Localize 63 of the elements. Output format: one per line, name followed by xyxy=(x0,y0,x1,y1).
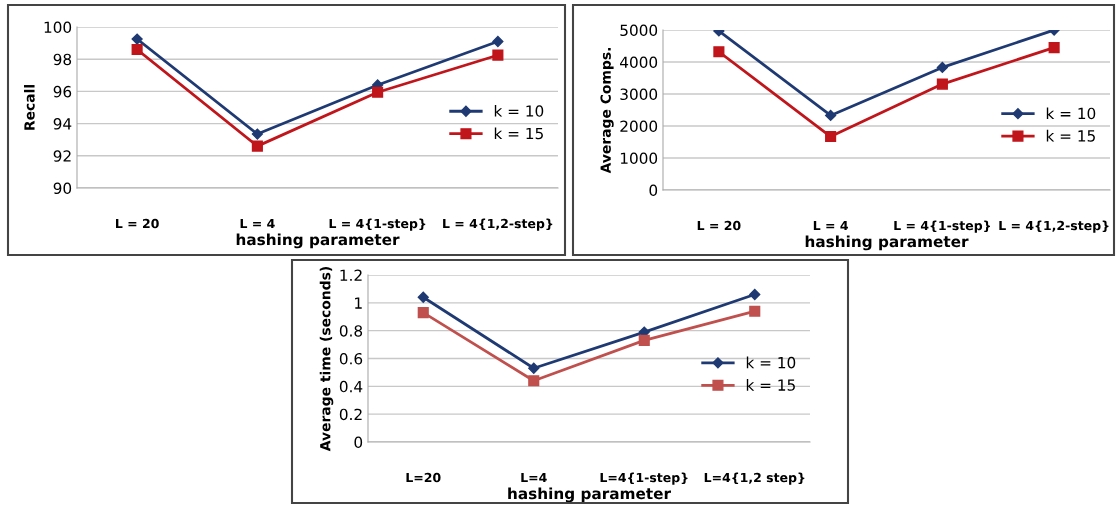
point xyxy=(492,49,504,61)
point xyxy=(638,334,650,346)
point xyxy=(492,35,504,48)
y-tick-label: 0.8 xyxy=(339,325,363,337)
y-tick-label: 1.2 xyxy=(340,269,362,281)
x-tick-label: L = 4{1,2-step} xyxy=(443,218,553,231)
legend-label: k = 10 xyxy=(1046,107,1096,120)
y-tick-label: 0 xyxy=(354,436,363,449)
y-axis-title: Recall xyxy=(23,85,35,130)
x-axis-title: hashing parameter xyxy=(805,235,969,251)
legend-label: k = 15 xyxy=(494,127,543,140)
legend-label: k = 10 xyxy=(746,356,796,369)
point xyxy=(749,288,761,301)
point xyxy=(251,140,263,152)
y-tick-label: 94 xyxy=(53,118,72,130)
point xyxy=(1048,42,1060,54)
y-axis-title: Average Comps. xyxy=(600,48,614,174)
y-tick-label: 92 xyxy=(53,150,71,162)
point xyxy=(131,33,143,45)
y-tick-label: 98 xyxy=(53,53,72,66)
x-tick-label: L=20 xyxy=(406,472,441,483)
y-tick-label: 100 xyxy=(44,21,72,34)
y-tick-label: 1 xyxy=(355,297,362,309)
y-axis-title: Average time (seconds) xyxy=(319,266,334,452)
point xyxy=(936,61,948,74)
point xyxy=(825,109,837,122)
y-tick-label: 2000 xyxy=(620,120,658,133)
y-tick-label: 1000 xyxy=(620,152,658,165)
point xyxy=(825,131,837,143)
x-axis-title: hashing parameter xyxy=(508,487,671,503)
x-tick-label: L = 4 xyxy=(813,220,848,231)
point xyxy=(749,305,761,317)
y-tick-label: 0.6 xyxy=(339,352,363,365)
point xyxy=(251,128,263,140)
point xyxy=(417,307,429,319)
x-tick-label: L = 4{1-step} xyxy=(329,218,426,231)
point xyxy=(713,46,725,58)
point xyxy=(372,86,384,98)
y-tick-label: 96 xyxy=(53,85,72,98)
y-tick-label: 3000 xyxy=(620,88,658,101)
x-tick-label: L=4{1-step} xyxy=(600,472,688,485)
point xyxy=(131,43,143,56)
point xyxy=(528,375,540,387)
legend-label: k = 15 xyxy=(746,379,795,391)
y-tick-label: 90 xyxy=(53,182,72,195)
x-axis-title: hashing parameter xyxy=(236,233,400,249)
y-tick-label: 4000 xyxy=(620,56,658,69)
legend-label: k = 15 xyxy=(1046,129,1095,142)
x-tick-label: L = 20 xyxy=(697,220,741,231)
legend-label: k = 10 xyxy=(494,104,544,117)
point xyxy=(528,362,540,374)
y-tick-label: 0.4 xyxy=(339,380,363,393)
x-tick-label: L = 20 xyxy=(116,218,159,229)
x-tick-label: L = 4{1,2-step} xyxy=(999,220,1109,233)
x-tick-label: L = 4 xyxy=(240,218,275,229)
y-tick-label: 0.2 xyxy=(339,408,362,421)
y-tick-label: 0 xyxy=(649,184,658,197)
x-tick-label: L=4{1,2 step} xyxy=(704,472,805,485)
point xyxy=(417,291,429,303)
point xyxy=(936,78,948,90)
x-tick-label: L = 4{1-step} xyxy=(894,220,990,233)
y-tick-label: 5000 xyxy=(620,24,658,37)
x-tick-label: L=4 xyxy=(521,472,547,483)
